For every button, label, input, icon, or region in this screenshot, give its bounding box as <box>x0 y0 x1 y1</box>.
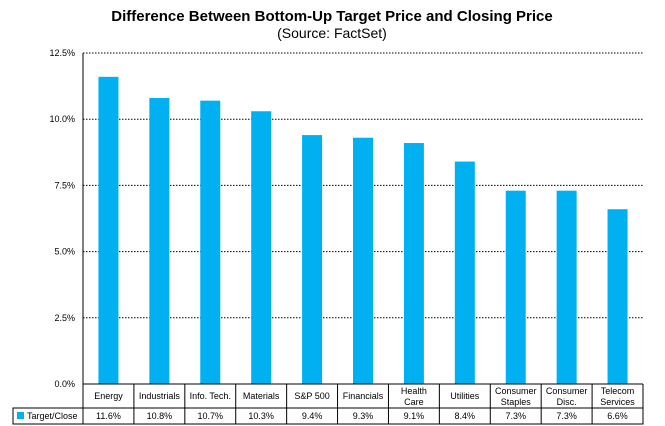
value-label: 7.3% <box>505 411 526 421</box>
chart-title: Difference Between Bottom-Up Target Pric… <box>111 8 552 25</box>
chart-subtitle: (Source: FactSet) <box>277 25 387 41</box>
legend-key <box>17 412 24 419</box>
category-label: Consumer Disc. <box>546 386 588 407</box>
bar <box>251 111 272 385</box>
category-label: Industrials <box>139 391 181 401</box>
category-label: Energy <box>94 391 123 401</box>
value-label: 10.8% <box>147 411 173 421</box>
bar <box>200 100 221 384</box>
value-label: 10.3% <box>248 411 274 421</box>
bar <box>149 98 170 385</box>
bar <box>302 135 323 384</box>
value-label: 10.7% <box>198 411 224 421</box>
bar <box>454 161 475 384</box>
category-label: Financials <box>343 391 384 401</box>
bar <box>353 137 373 384</box>
value-label: 8.4% <box>455 411 476 421</box>
bar <box>556 190 577 384</box>
data-table: Energy Industrials Info. Tech. Materials S&P… <box>12 383 644 425</box>
category-label: S&P 500 <box>294 391 329 401</box>
y-tick-label: 10.0% <box>49 114 75 124</box>
y-tick-label: 0.0% <box>54 379 75 389</box>
bar <box>403 143 424 384</box>
category-label: Consumer Staples <box>495 386 537 407</box>
plot-area: 0.0% 2.5% 5.0% 7.5% 10.0% 12.5% <box>49 48 643 389</box>
y-tick-label: 12.5% <box>49 48 75 58</box>
category-label: Info. Tech. <box>190 391 231 401</box>
category-label: Telecom Services <box>600 386 635 407</box>
category-label: Materials <box>243 391 280 401</box>
y-tick-label: 7.5% <box>54 180 75 190</box>
value-label: 9.3% <box>353 411 374 421</box>
bar <box>607 209 628 384</box>
category-label: Utilities <box>450 391 480 401</box>
bar <box>505 190 526 384</box>
value-label: 9.1% <box>404 411 425 421</box>
category-label: Health Care <box>401 386 427 407</box>
legend-label: Target/Close <box>27 411 78 421</box>
value-label: 9.4% <box>302 411 323 421</box>
bar <box>98 76 119 384</box>
y-tick-label: 5.0% <box>54 247 75 257</box>
value-label: 6.6% <box>607 411 628 421</box>
value-label: 11.6% <box>96 411 121 421</box>
y-tick-label: 2.5% <box>54 313 75 323</box>
value-label: 7.3% <box>556 411 577 421</box>
